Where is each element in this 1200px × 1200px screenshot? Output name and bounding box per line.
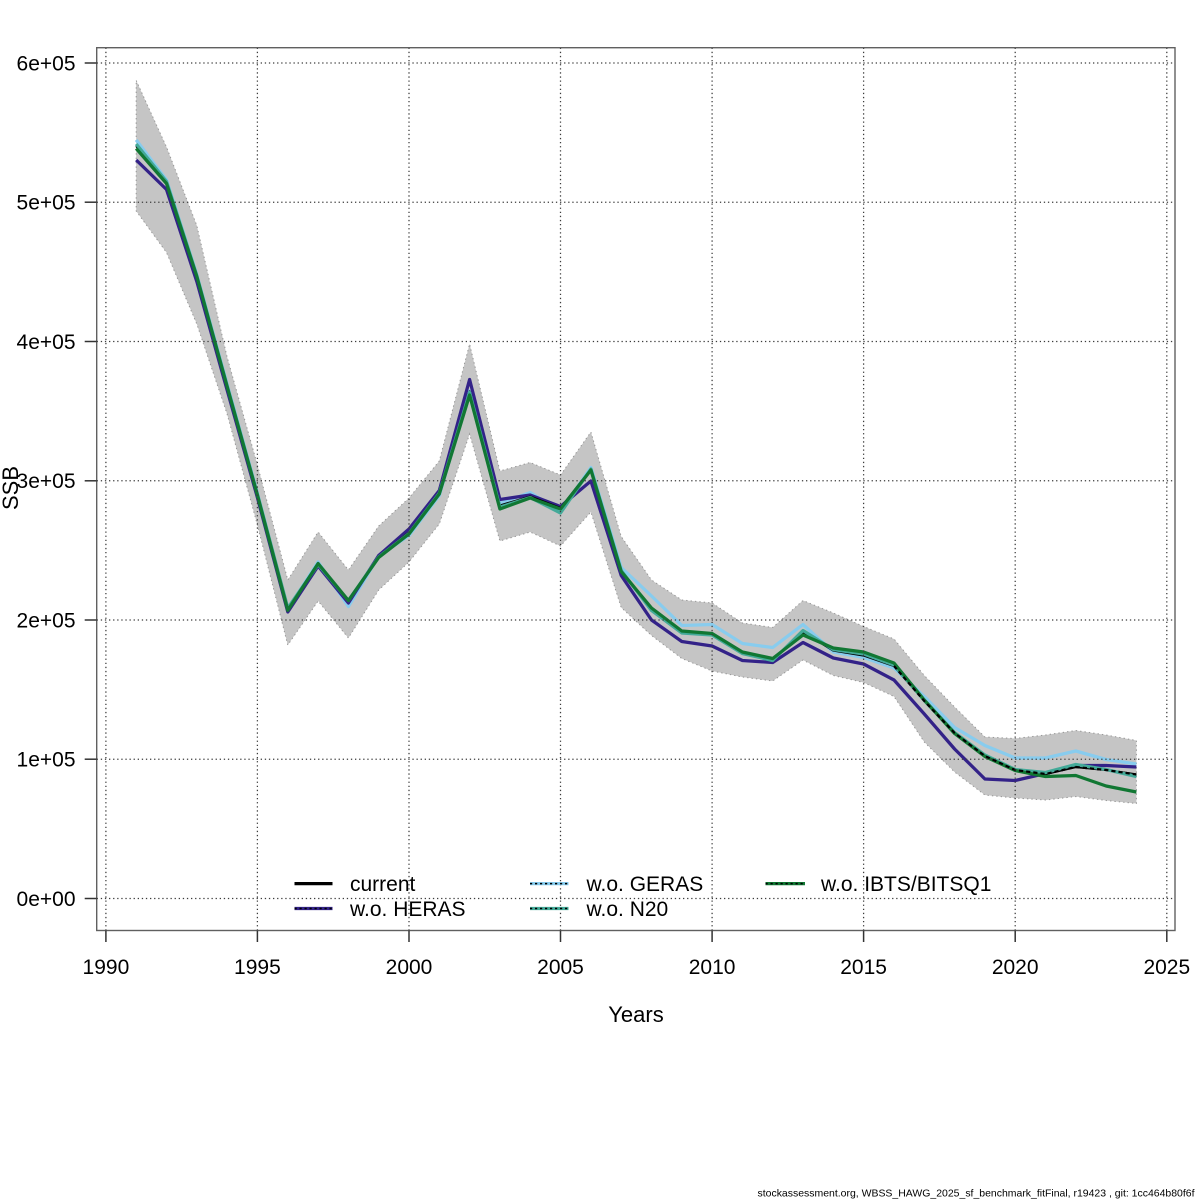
svg-text:w.o. HERAS: w.o. HERAS	[349, 898, 466, 921]
svg-text:1e+05: 1e+05	[17, 749, 76, 772]
svg-text:2015: 2015	[840, 956, 887, 979]
svg-text:2005: 2005	[537, 956, 584, 979]
svg-text:stockassessment.org, WBSS_HAWG: stockassessment.org, WBSS_HAWG_2025_sf_b…	[758, 1188, 1195, 1200]
svg-text:2010: 2010	[689, 956, 736, 979]
svg-text:0e+00: 0e+00	[17, 888, 76, 911]
svg-text:Years: Years	[608, 1002, 663, 1027]
svg-text:2e+05: 2e+05	[17, 609, 76, 632]
svg-text:2025: 2025	[1143, 956, 1190, 979]
svg-text:w.o. GERAS: w.o. GERAS	[586, 873, 704, 896]
svg-text:1990: 1990	[83, 956, 130, 979]
svg-text:3e+05: 3e+05	[17, 470, 76, 493]
svg-text:6e+05: 6e+05	[17, 52, 76, 75]
svg-text:w.o. IBTS/BITSQ1: w.o. IBTS/BITSQ1	[820, 873, 991, 896]
svg-text:4e+05: 4e+05	[17, 331, 76, 354]
svg-text:SSB: SSB	[0, 466, 23, 510]
svg-text:2000: 2000	[386, 956, 433, 979]
svg-text:current: current	[350, 873, 416, 896]
svg-text:w.o. N20: w.o. N20	[586, 898, 669, 921]
svg-text:2020: 2020	[992, 956, 1039, 979]
svg-text:1995: 1995	[234, 956, 281, 979]
svg-text:5e+05: 5e+05	[17, 192, 76, 215]
